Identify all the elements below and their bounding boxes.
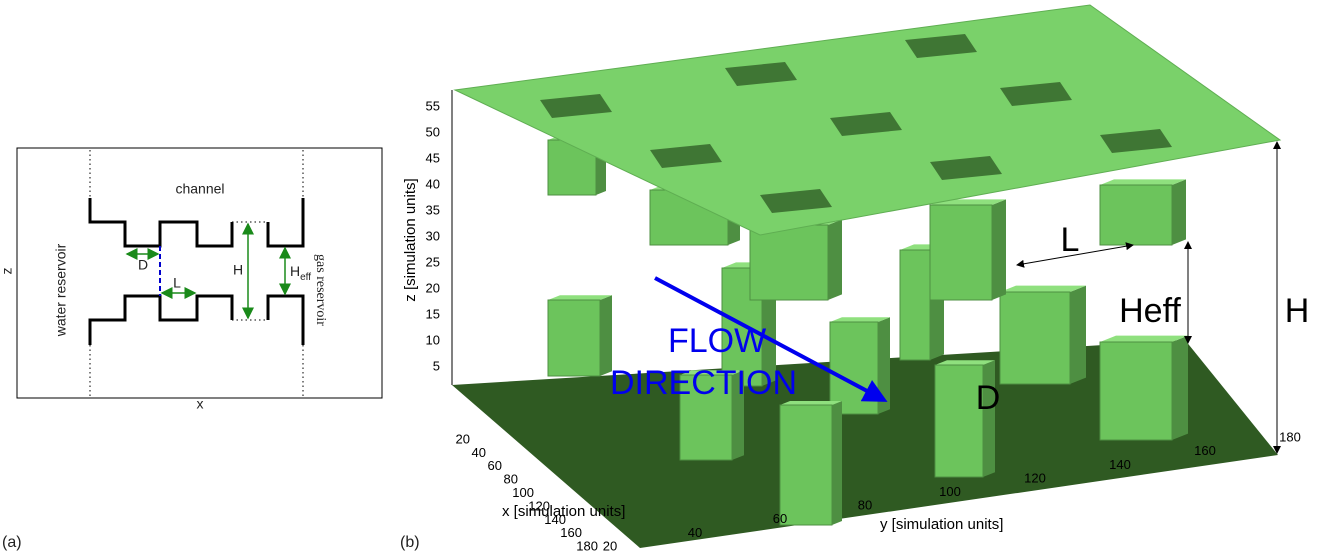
- panel-label: (a): [2, 534, 22, 551]
- pillar-side: [1172, 179, 1186, 245]
- z-tick-label: 30: [426, 228, 440, 243]
- panel-label: (b): [400, 534, 420, 551]
- y-tick-label: 100: [939, 484, 961, 499]
- pillar-side: [832, 401, 842, 525]
- label: water reservoir: [53, 243, 69, 337]
- x-tick-label: 180: [576, 539, 598, 554]
- dimension-arrows: [127, 224, 285, 318]
- pillar: [750, 225, 828, 300]
- pillar: [1100, 342, 1172, 440]
- pillar-side: [992, 199, 1006, 300]
- pillar: [830, 322, 878, 414]
- y-tick-label: 180: [1279, 430, 1301, 445]
- axis-title: y [simulation units]: [880, 516, 1003, 533]
- annotation: D: [976, 379, 1001, 417]
- y-tick-label: 20: [603, 538, 617, 553]
- pillar: [1100, 185, 1172, 245]
- y-tick-label: 160: [1194, 443, 1216, 458]
- panel-a: channel D L H Heff water reservoir gas r…: [0, 148, 382, 551]
- flow-label: DIRECTION: [610, 364, 797, 402]
- y-tick-label: 60: [773, 511, 787, 526]
- pillar: [900, 250, 930, 360]
- label: H: [233, 262, 243, 278]
- annotation: Heff: [1119, 292, 1181, 330]
- pillar-top: [1100, 179, 1186, 185]
- z-tick-label: 35: [426, 202, 440, 217]
- label: D: [138, 257, 148, 273]
- annotation: H: [1285, 292, 1310, 330]
- axis-label: z: [0, 268, 15, 275]
- pillar: [780, 405, 832, 525]
- label: Heff: [290, 263, 311, 283]
- label-sub: eff: [300, 272, 311, 283]
- figure: channel D L H Heff water reservoir gas r…: [0, 0, 1327, 557]
- z-tick-label: 15: [426, 306, 440, 321]
- axis-label: x: [197, 396, 204, 412]
- y-tick-label: 120: [1024, 470, 1046, 485]
- z-tick-label: 20: [426, 280, 440, 295]
- pillar-side: [1070, 286, 1086, 384]
- panel-b: L Heff H D FLOW DIRECTION z [simulation …: [400, 5, 1309, 554]
- pillar-side: [983, 360, 995, 477]
- label: H: [290, 263, 300, 279]
- x-tick-label: 20: [456, 431, 470, 446]
- z-tick-label: 55: [426, 98, 440, 113]
- z-tick-label: 5: [433, 358, 440, 373]
- channel-walls: [90, 198, 303, 345]
- x-tick-label: 40: [472, 445, 486, 460]
- z-tick-label: 45: [426, 150, 440, 165]
- annotation: L: [1061, 221, 1080, 259]
- pillar: [548, 300, 600, 376]
- z-tick-label: 10: [426, 332, 440, 347]
- z-tick-label: 25: [426, 254, 440, 269]
- y-tick-label: 140: [1109, 457, 1131, 472]
- y-tick-label: 40: [688, 525, 702, 540]
- label: gas reservoir: [313, 254, 328, 326]
- label: L: [173, 275, 181, 291]
- label: channel: [175, 181, 224, 197]
- pillar-side: [1172, 336, 1188, 440]
- z-tick-label: 40: [426, 176, 440, 191]
- pillar: [1000, 292, 1070, 384]
- pillar-side: [828, 219, 842, 300]
- pillar: [930, 205, 992, 300]
- axis-title: z [simulation units]: [402, 178, 419, 301]
- x-tick-label: 60: [488, 458, 502, 473]
- z-tick-label: 50: [426, 124, 440, 139]
- flow-label: FLOW: [668, 322, 766, 360]
- y-tick-label: 80: [858, 498, 872, 513]
